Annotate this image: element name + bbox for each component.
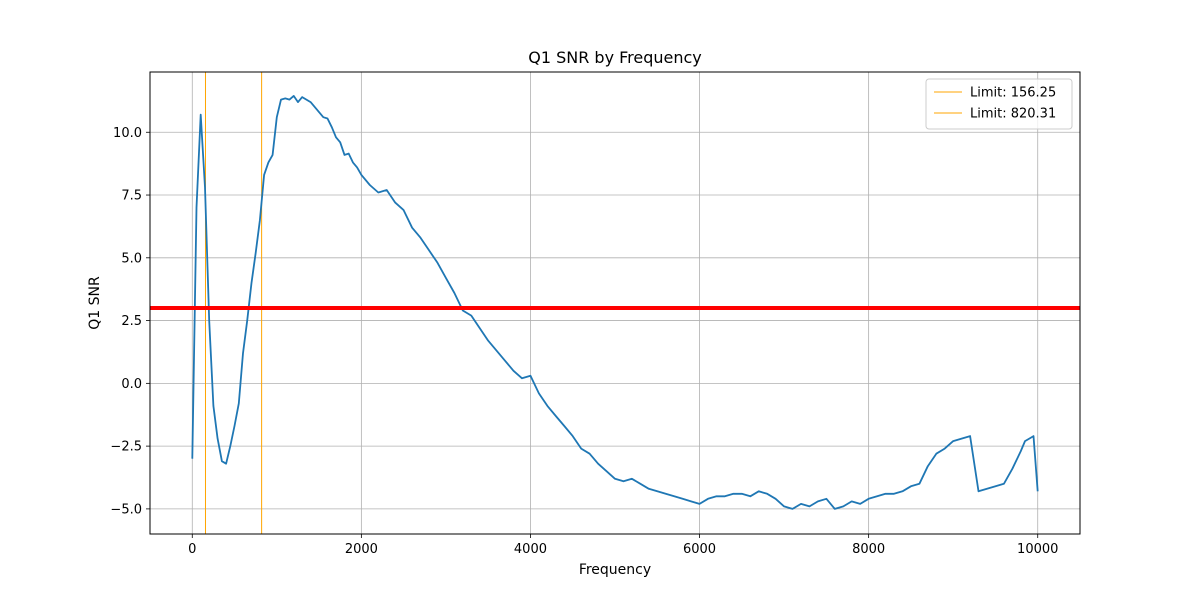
plot-layer bbox=[150, 72, 1080, 534]
tick-layer: 0 2000 4000 6000 8000 10000 −5.0 −2.5 0.0 2.5 5.0 7… bbox=[110, 126, 1058, 557]
y-tick-label: 10.0 bbox=[113, 126, 142, 141]
y-tick-label: −5.0 bbox=[110, 502, 142, 517]
y-tick-label: 2.5 bbox=[121, 314, 142, 329]
y-tick-label: −2.5 bbox=[110, 440, 142, 455]
x-axis-label: Frequency bbox=[579, 562, 651, 578]
x-tick-label: 0 bbox=[188, 542, 196, 557]
x-tick-label: 8000 bbox=[852, 542, 885, 557]
y-tick-label: 0.0 bbox=[121, 377, 142, 392]
plot-frame bbox=[149, 71, 1081, 535]
x-tick-label: 4000 bbox=[514, 542, 547, 557]
grid-layer bbox=[150, 72, 1080, 534]
x-tick-label: 6000 bbox=[683, 542, 716, 557]
legend-box bbox=[925, 78, 1073, 130]
x-tick-label: 10000 bbox=[1017, 542, 1058, 557]
y-axis-label: Q1 SNR bbox=[87, 276, 103, 330]
y-tick-label: 7.5 bbox=[121, 189, 142, 204]
legend-label: Limit: 156.25 bbox=[970, 86, 1056, 101]
chart-title: Q1 SNR by Frequency bbox=[528, 48, 702, 67]
snr-series-line bbox=[191, 95, 1039, 510]
legend: Limit: 156.25 Limit: 820.31 bbox=[925, 78, 1073, 130]
y-tick-label: 5.0 bbox=[121, 251, 142, 266]
legend-label: Limit: 820.31 bbox=[970, 107, 1056, 122]
x-tick-label: 2000 bbox=[345, 542, 378, 557]
